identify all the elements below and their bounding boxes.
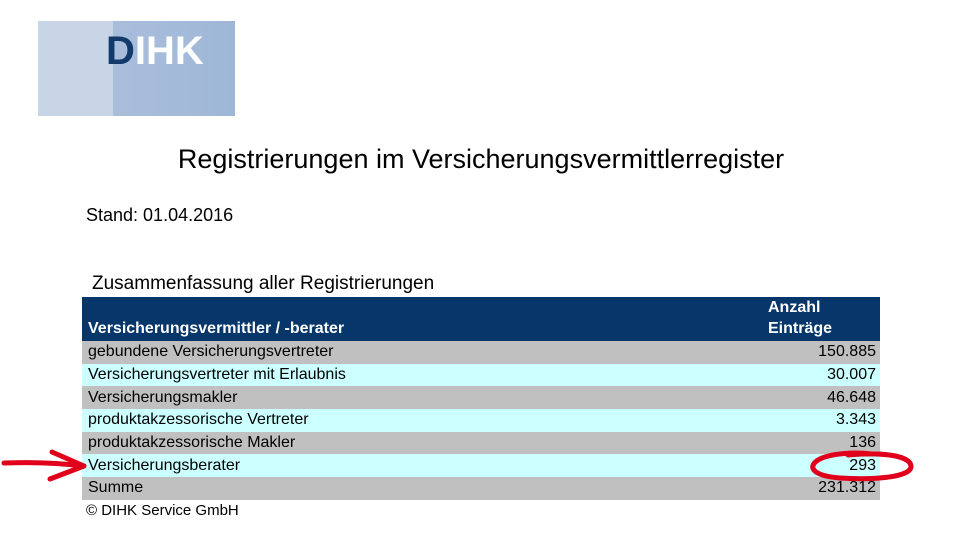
header-count-line1: Anzahl: [768, 299, 821, 316]
stand-date: Stand: 01.04.2016: [86, 205, 234, 225]
row-value: 150.885: [762, 341, 880, 364]
row-label: Versicherungsmakler: [82, 386, 762, 410]
copyright-text: © DIHK Service GmbH: [86, 502, 239, 519]
header-count-line2: Einträge: [768, 320, 833, 337]
page-title: Registrierungen im Versicherungsvermittl…: [177, 144, 785, 174]
header-count: Anzahl Einträge: [762, 297, 880, 341]
table-row: produktakzessorische Makler 136: [82, 431, 880, 455]
logo-letter-d: D: [106, 29, 135, 73]
table-row-total: Summe 231.312: [82, 477, 880, 500]
row-value: 231.312: [762, 477, 880, 500]
row-value: 293: [762, 454, 880, 478]
table-row: gebundene Versicherungsvertreter 150.885: [82, 341, 880, 364]
logo-panel: [38, 21, 113, 116]
registrations-table: Versicherungsvermittler / -berater Anzah…: [82, 297, 880, 500]
table-row: Versicherungsmakler 46.648: [82, 386, 880, 410]
section-title: Zusammenfassung aller Registrierungen: [92, 273, 435, 294]
table-row-highlighted: Versicherungsberater 293: [82, 454, 880, 478]
table-row: produktakzessorische Vertreter 3.343: [82, 409, 880, 432]
logo-letters-ihk: IHK: [134, 29, 204, 73]
row-label: Versicherungsvertreter mit Erlaubnis: [82, 363, 762, 387]
row-value: 46.648: [762, 386, 880, 410]
row-label: produktakzessorische Makler: [82, 431, 762, 455]
table-header-row: Versicherungsvermittler / -berater Anzah…: [82, 297, 880, 341]
row-label: Versicherungsberater: [82, 454, 762, 478]
header-category: Versicherungsvermittler / -berater: [82, 297, 762, 341]
row-value: 136: [762, 431, 880, 455]
row-label: produktakzessorische Vertreter: [82, 409, 762, 432]
table-row: Versicherungsvertreter mit Erlaubnis 30.…: [82, 363, 880, 387]
row-value: 3.343: [762, 409, 880, 432]
row-label: gebundene Versicherungsvertreter: [82, 341, 762, 364]
logo-text: DIHK: [106, 31, 204, 71]
dihk-logo: DIHK: [38, 21, 235, 116]
red-arrow-annotation: [1, 449, 87, 482]
row-label: Summe: [82, 477, 762, 500]
row-value: 30.007: [762, 363, 880, 387]
